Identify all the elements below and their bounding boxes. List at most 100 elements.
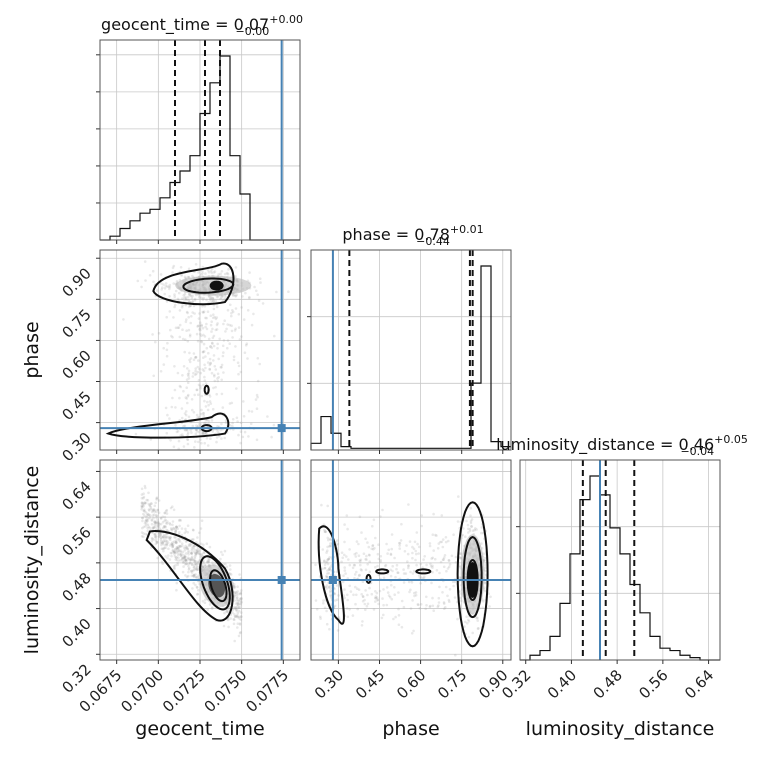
sample-point	[198, 295, 201, 299]
sample-point	[200, 408, 203, 412]
sample-point	[365, 604, 369, 608]
sample-point	[442, 602, 446, 605]
sample-point	[474, 527, 477, 530]
sample-point	[158, 532, 162, 535]
sample-point	[194, 551, 197, 555]
y-axis-label-luminosity_distance: luminosity_distance	[21, 466, 43, 655]
sample-point	[215, 440, 218, 444]
sample-point	[314, 563, 317, 567]
sample-point	[200, 273, 203, 276]
sample-point	[209, 402, 213, 405]
sample-point	[174, 541, 178, 544]
sample-point	[234, 345, 237, 348]
sample-point	[239, 615, 243, 618]
sample-point	[230, 401, 234, 405]
sample-point	[228, 424, 232, 427]
sample-point	[190, 549, 194, 552]
sample-point	[377, 602, 380, 606]
sample-point	[216, 342, 219, 346]
sample-point	[374, 597, 378, 600]
sample-point	[328, 544, 332, 548]
sample-point	[208, 295, 211, 299]
sample-point	[173, 540, 176, 543]
sample-point	[221, 294, 225, 298]
sample-point	[235, 387, 238, 390]
sample-point	[216, 372, 220, 376]
sample-point	[187, 374, 190, 378]
sample-point	[357, 554, 361, 557]
sample-point	[454, 555, 458, 559]
sample-point	[174, 548, 177, 551]
sample-point	[187, 564, 190, 568]
sample-point	[236, 612, 240, 615]
sample-point	[220, 378, 223, 382]
sample-point	[459, 552, 463, 555]
sample-point	[163, 511, 167, 515]
sample-point	[213, 375, 216, 378]
sample-point	[231, 294, 235, 297]
sample-point	[142, 505, 145, 508]
sample-point	[233, 585, 236, 588]
sample-point	[239, 592, 242, 596]
sample-point	[405, 544, 408, 547]
sample-point	[185, 397, 188, 400]
y-tick-label: 0.40	[58, 615, 94, 651]
sample-point	[212, 271, 216, 274]
sample-point	[469, 514, 472, 517]
sample-point	[180, 306, 184, 309]
sample-point	[155, 516, 158, 519]
sample-point	[441, 538, 445, 541]
sample-point	[201, 326, 205, 330]
sample-point	[141, 503, 145, 507]
sample-point	[481, 606, 484, 609]
sample-point	[441, 558, 445, 561]
sample-point	[169, 328, 172, 332]
sample-point	[215, 323, 219, 327]
sample-point	[237, 364, 241, 368]
sample-point	[157, 533, 161, 536]
sample-point	[354, 555, 358, 558]
sample-point	[328, 544, 332, 548]
sample-point	[358, 515, 362, 519]
sample-point	[382, 588, 385, 591]
sample-point	[187, 570, 190, 574]
axes-frame	[310, 459, 512, 661]
sample-point	[197, 424, 200, 428]
sample-point	[467, 620, 471, 623]
sample-point	[340, 551, 344, 554]
contour-mid	[462, 536, 483, 619]
sample-point	[433, 557, 437, 561]
sample-point	[186, 557, 190, 561]
sample-point	[194, 356, 198, 359]
sample-point	[183, 560, 186, 563]
sample-point	[215, 305, 219, 309]
sample-point	[239, 618, 243, 622]
sample-point	[423, 575, 426, 579]
sample-point	[143, 508, 146, 512]
sample-point	[156, 523, 159, 527]
sample-point	[328, 627, 331, 631]
sample-point	[348, 608, 351, 611]
sample-point	[419, 576, 423, 579]
sample-point	[371, 544, 375, 547]
sample-point	[196, 365, 200, 369]
sample-point	[209, 437, 212, 441]
sample-point	[168, 537, 171, 540]
sample-point	[192, 581, 195, 585]
sample-point	[148, 504, 152, 508]
sample-point	[236, 606, 240, 610]
sample-point	[193, 544, 196, 548]
sample-point	[164, 282, 168, 285]
sample-point	[199, 332, 202, 336]
sample-point	[196, 551, 199, 554]
sample-point	[184, 558, 188, 562]
sample-point	[236, 602, 240, 606]
sample-point	[428, 544, 432, 548]
sample-point	[190, 555, 194, 559]
sample-point	[147, 491, 150, 495]
sample-point	[186, 531, 189, 534]
sample-point	[220, 366, 223, 369]
sample-point	[424, 607, 428, 611]
sample-point	[174, 541, 177, 544]
sample-point	[192, 411, 196, 414]
